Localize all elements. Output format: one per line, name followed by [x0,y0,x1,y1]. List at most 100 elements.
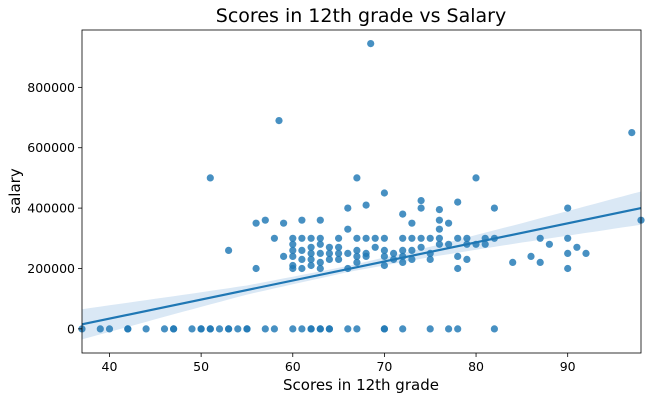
data-point [280,219,288,227]
x-axis-ticks: 40 50 60 70 80 90 [102,353,576,374]
data-point [408,234,416,242]
data-point [362,201,370,209]
data-point [399,234,407,242]
data-point [353,246,361,254]
data-point [325,255,333,263]
data-point [215,325,224,333]
y-tick-label: 0 [67,321,75,336]
data-point [316,216,324,224]
data-point [307,261,315,270]
data-point [454,252,462,260]
data-point [472,174,480,182]
x-tick-label: 70 [376,359,392,374]
data-point [307,234,315,242]
data-point [490,204,498,212]
x-tick-label: 90 [560,359,576,374]
points-layer [78,40,645,333]
data-point [325,243,333,251]
data-point [298,264,306,273]
x-tick-label: 50 [193,359,209,374]
data-point [316,264,324,273]
data-point [289,252,297,260]
data-point [261,325,269,333]
data-point [426,255,434,263]
data-point [536,234,544,242]
data-point [380,234,388,242]
data-point [243,325,251,333]
data-point [426,325,434,333]
data-point [170,325,178,333]
data-point [298,255,306,263]
data-point [399,210,407,218]
data-point [335,243,343,251]
data-point [445,240,453,248]
data-point [362,252,370,260]
data-point [380,189,388,197]
y-tick-label: 800000 [27,80,75,95]
data-point [564,204,572,212]
data-point [435,234,443,242]
data-point [261,216,269,224]
data-point [289,264,297,273]
x-tick-label: 40 [102,359,118,374]
data-point [344,325,352,333]
data-point [367,40,375,48]
data-point [399,325,407,333]
data-point [435,206,443,214]
data-point [371,234,379,242]
data-point [353,325,361,333]
data-point [270,234,278,242]
data-point [307,243,315,251]
data-point [454,325,462,333]
data-point [124,325,132,333]
y-axis-label: salary [6,168,24,214]
data-point [197,325,205,333]
data-point [445,325,453,333]
regression-line-layer [81,207,642,326]
data-point [252,264,260,273]
data-point [564,264,572,273]
data-point [270,325,278,333]
data-point [408,246,416,254]
data-point [545,240,554,248]
data-point [408,219,416,227]
data-point [564,249,572,257]
data-point [289,240,297,248]
y-tick-label: 400000 [27,201,75,216]
plot-frame [81,29,642,354]
x-tick-label: 60 [285,359,301,374]
data-point [353,258,361,266]
data-point [417,234,425,242]
data-point [435,240,443,248]
data-point [96,325,104,333]
data-point [527,252,535,260]
data-point [225,246,233,254]
data-point [353,234,361,242]
data-point [142,325,150,333]
data-point [371,243,379,251]
data-point [573,243,581,251]
data-point [335,249,343,257]
data-point [353,252,361,260]
data-point [160,325,169,333]
data-point [307,325,315,333]
data-point [280,252,288,260]
data-point [298,216,306,224]
data-point [454,198,462,206]
data-point [353,174,361,182]
data-point [454,234,462,242]
data-point [325,325,333,333]
data-point [316,249,324,257]
data-point [399,258,407,266]
data-point [316,258,324,266]
data-point [435,225,443,233]
data-point [582,249,590,257]
data-point [335,234,343,242]
data-point [298,246,306,254]
data-point [234,325,242,333]
data-point [307,249,315,257]
data-point [380,261,388,270]
data-point [628,129,636,137]
data-point [454,264,462,273]
